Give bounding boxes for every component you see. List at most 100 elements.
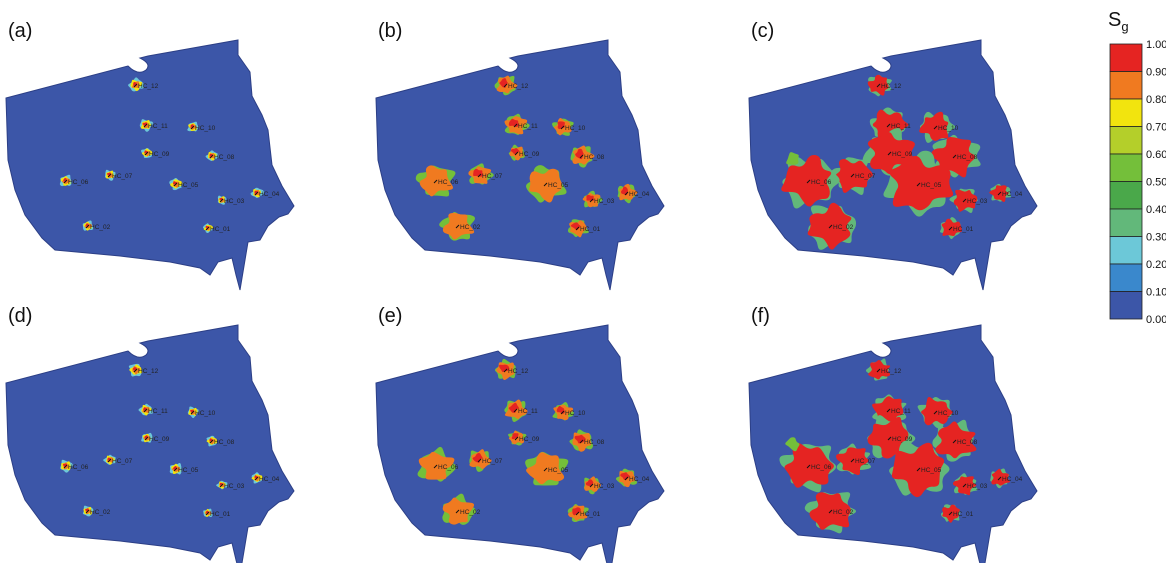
well-marker (952, 439, 957, 444)
well-label: HC_12 (508, 368, 529, 375)
well-label: HC_08 (584, 154, 605, 161)
well-marker (560, 410, 565, 415)
well-marker (560, 125, 565, 130)
gas-plume-center (172, 465, 177, 470)
well-label: HC_04 (1002, 476, 1023, 483)
well-marker (514, 436, 519, 441)
well-marker (876, 368, 881, 373)
colorbar-tick: 0.00 (1146, 314, 1166, 326)
panel-label: (c) (751, 20, 774, 42)
well-label: HC_10 (565, 410, 586, 417)
well-label: HC_11 (891, 408, 911, 415)
panel-label: (b) (378, 20, 402, 42)
well-label: HC_08 (214, 154, 235, 161)
well-label: HC_05 (921, 182, 942, 189)
gas-plume-core (529, 168, 563, 203)
well-marker (107, 173, 112, 178)
colorbar-segment (1109, 71, 1143, 100)
well-label: HC_07 (855, 173, 876, 180)
well-label: HC_01 (210, 226, 231, 233)
panel-c: HC_12 HC_11 HC_10 HC_09 HC_08 HC_07 HC_06 HC_05… (748, 20, 1038, 291)
well-label: HC_02 (833, 509, 854, 516)
colorbar-tick: 0.90 (1146, 67, 1166, 79)
well-label: HC_09 (519, 151, 540, 158)
well-label: HC_03 (594, 483, 615, 490)
well-marker (477, 458, 482, 463)
well-marker (933, 410, 938, 415)
well-marker (997, 476, 1002, 481)
well-marker (143, 123, 148, 128)
well-label: HC_06 (438, 464, 459, 471)
well-marker (455, 509, 460, 514)
well-marker (85, 509, 90, 514)
well-label: HC_02 (833, 224, 854, 231)
well-marker (63, 179, 68, 184)
colorbar-segment (1109, 181, 1143, 210)
well-label: HC_12 (138, 83, 159, 90)
well-label: HC_08 (214, 439, 235, 446)
colorbar-tick: 0.40 (1146, 204, 1166, 216)
well-marker (624, 191, 629, 196)
gas-plume-core (835, 158, 873, 193)
gas-plume-core (867, 416, 909, 459)
well-label: HC_04 (629, 476, 650, 483)
well-label: HC_06 (811, 464, 832, 471)
well-label: HC_07 (482, 173, 503, 180)
gas-plume-core (953, 189, 978, 212)
well-marker (543, 182, 548, 187)
well-marker (948, 226, 953, 231)
well-label: HC_04 (1002, 191, 1023, 198)
well-label: HC_04 (259, 191, 280, 198)
well-marker (579, 154, 584, 159)
gas-plume-center (620, 186, 628, 196)
well-marker (876, 83, 881, 88)
well-marker (144, 151, 149, 156)
reservoir-domain (5, 324, 295, 563)
colorbar-tick: 0.70 (1146, 122, 1166, 134)
colorbar-tick: 0.50 (1146, 177, 1166, 189)
colorbar-segment (1109, 126, 1143, 155)
well-label: HC_03 (967, 198, 988, 205)
gas-plume-core (807, 202, 852, 250)
well-marker (828, 509, 833, 514)
well-marker (433, 179, 438, 184)
gas-plume-core (526, 452, 565, 485)
gas-plume-core (935, 421, 977, 459)
well-marker (916, 182, 921, 187)
well-label: HC_02 (460, 509, 481, 516)
well-label: HC_07 (112, 458, 133, 465)
well-label: HC_03 (224, 483, 245, 490)
well-label: HC_08 (957, 154, 978, 161)
well-label: HC_12 (881, 368, 902, 375)
well-label: HC_03 (224, 198, 245, 205)
well-marker (589, 483, 594, 488)
well-marker (962, 483, 967, 488)
colorbar-segment (1109, 43, 1143, 72)
gas-plume-core (781, 154, 832, 207)
well-label: HC_10 (938, 125, 959, 132)
colorbar-segment (1109, 98, 1143, 127)
well-label: HC_08 (584, 439, 605, 446)
well-marker (850, 173, 855, 178)
colorbar-title: Sg (1108, 9, 1129, 34)
well-marker (948, 511, 953, 516)
well-marker (205, 511, 210, 516)
gas-plume-fringe (785, 437, 800, 452)
well-label: HC_03 (967, 483, 988, 490)
well-label: HC_07 (855, 458, 876, 465)
panel-label: (a) (8, 20, 32, 42)
well-marker (916, 467, 921, 472)
well-marker (887, 151, 892, 156)
well-label: HC_10 (195, 410, 216, 417)
panel-label: (f) (751, 305, 770, 327)
colorbar-tick: 1.00 (1146, 39, 1166, 51)
well-label: HC_01 (580, 226, 601, 233)
colorbar-tick: 0.30 (1146, 232, 1166, 244)
well-label: HC_09 (892, 151, 913, 158)
well-label: HC_06 (438, 179, 459, 186)
well-label: HC_05 (178, 182, 199, 189)
well-label: HC_12 (881, 83, 902, 90)
well-label: HC_05 (921, 467, 942, 474)
colorbar-tick: 0.60 (1146, 149, 1166, 161)
